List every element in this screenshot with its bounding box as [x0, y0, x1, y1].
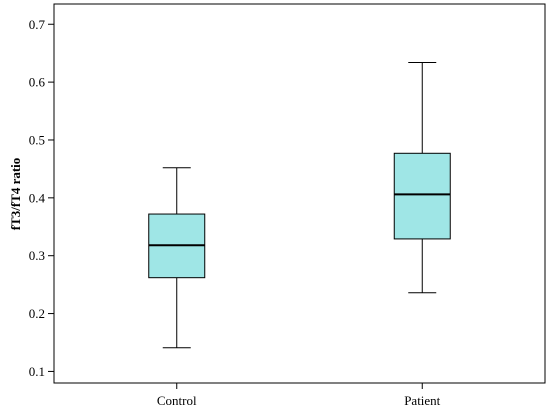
y-tick-label: 0.2 [29, 306, 45, 321]
y-axis-title: fT3/fT4 ratio [8, 158, 23, 231]
y-tick-label: 0.6 [29, 75, 46, 90]
box-series [148, 61, 451, 349]
plot-frame [53, 3, 546, 384]
iqr-box [393, 152, 451, 240]
y-tick-label: 0.4 [29, 190, 46, 205]
x-category-label: Patient [404, 393, 440, 408]
y-tick-label: 0.1 [29, 364, 45, 379]
y-tick-label: 0.3 [29, 248, 45, 263]
box-patient [393, 61, 451, 294]
y-tick-label: 0.5 [29, 132, 45, 147]
y-tick-label: 0.7 [29, 17, 46, 32]
x-axis: Control Patient [157, 383, 441, 408]
box-control [148, 167, 206, 349]
y-axis: 0.1 0.2 0.3 0.4 0.5 0.6 0.7 [29, 17, 54, 379]
x-category-label: Control [157, 393, 197, 408]
